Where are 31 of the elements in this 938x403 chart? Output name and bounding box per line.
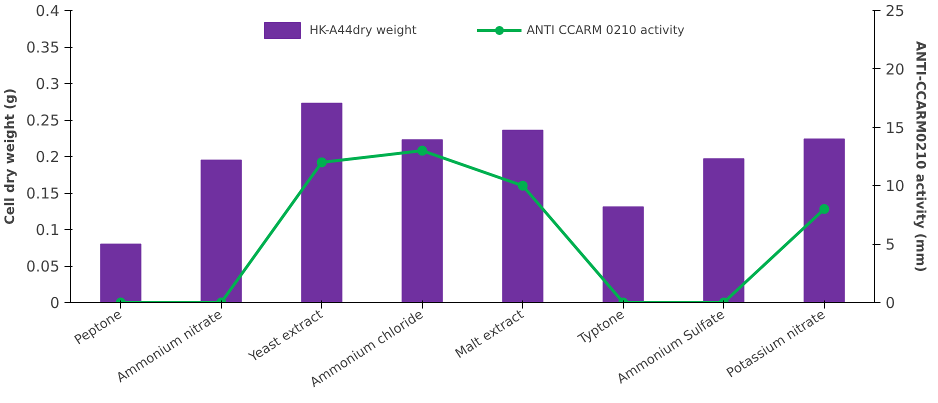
y-tick-label: 0.05 [26,258,60,276]
bar [200,160,242,302]
y-tick-label: 0.4 [36,2,60,20]
y2-axis-title: ANTI-CCARM0210 activity (mm) [912,40,928,272]
bar [602,206,644,302]
bar [703,158,744,302]
y2-tick-label: 0 [886,294,896,312]
point [417,146,428,156]
y-tick-label: 0.2 [36,148,60,166]
bar [402,139,443,302]
legend-label: HK-A44dry weight [309,23,417,37]
y2-tick-label: 5 [886,236,896,254]
y-tick-label: 0.25 [26,112,60,130]
bar [100,244,142,302]
y2-tick-label: 15 [886,118,905,137]
y2-tick-label: 10 [886,177,905,196]
y-tick-label: 0.3 [36,75,60,93]
legend-label: ANTI CCARM 0210 activity [526,23,685,37]
bar [804,138,845,302]
y-tick-label: 0.15 [26,184,60,202]
bar [301,102,342,302]
y-tick-label: 0 [50,294,60,312]
y2-tick-label: 20 [886,60,905,78]
y-tick-label: 0.1 [36,221,60,239]
point [316,157,327,168]
bar [502,130,544,302]
y-tick-label: 0.35 [26,38,60,56]
y-axis-title: Cell dry weight (g) [3,88,18,225]
y2-tick-label: 25 [886,2,905,20]
point [819,204,830,214]
point [518,180,528,191]
